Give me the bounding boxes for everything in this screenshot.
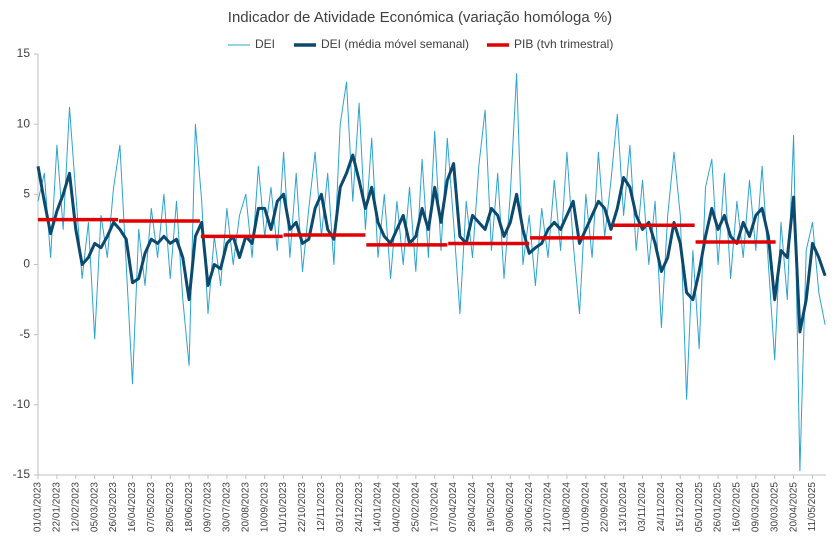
x-tick-label: 16/02/2025 [732, 482, 743, 532]
x-tick-label: 19/05/2024 [486, 482, 497, 532]
x-tick-label: 25/02/2024 [410, 482, 421, 532]
chart-title: Indicador de Atividade Económica (variaç… [228, 9, 612, 26]
y-tick-label: 5 [23, 187, 30, 201]
x-tick-label: 11/08/2024 [562, 482, 573, 532]
x-tick-label: 01/10/2023 [278, 482, 289, 532]
x-tick-label: 22/10/2023 [297, 482, 308, 532]
x-tick-label: 18/06/2023 [184, 482, 195, 532]
x-tick-label: 28/04/2024 [467, 482, 478, 532]
x-tick-label: 24/11/2024 [656, 482, 667, 532]
x-tick-label: 03/12/2023 [335, 482, 346, 532]
x-tick-label: 26/03/2023 [108, 482, 119, 532]
x-tick-label: 07/04/2024 [448, 482, 459, 532]
x-tick-label: 10/09/2023 [259, 482, 270, 532]
x-tick-label: 30/06/2024 [524, 482, 535, 532]
series-line [36, 153, 827, 334]
x-tick-label: 22/09/2024 [599, 482, 610, 532]
x-tick-label: 05/03/2023 [89, 482, 100, 532]
y-tick-label: -5 [19, 327, 30, 341]
y-tick-label: -10 [13, 397, 31, 411]
x-tick-label: 30/07/2023 [222, 482, 233, 532]
x-tick-label: 09/03/2025 [750, 482, 761, 532]
x-tick-label: 03/11/2024 [637, 482, 648, 532]
legend-label: DEI [255, 37, 275, 51]
x-tick-label: 05/01/2025 [694, 482, 705, 532]
x-tick-label: 09/07/2023 [203, 482, 214, 532]
y-tick-label: 10 [17, 116, 31, 130]
x-tick-label: 01/01/2023 [33, 482, 44, 532]
x-tick-label: 13/10/2024 [618, 482, 629, 532]
x-tick-label: 04/02/2024 [392, 482, 403, 532]
x-tick-label: 22/01/2023 [52, 482, 63, 532]
y-tick-label: -15 [13, 467, 31, 481]
x-tick-label: 20/04/2025 [788, 482, 799, 532]
x-tick-label: 21/07/2024 [543, 482, 554, 532]
x-tick-label: 15/12/2024 [675, 482, 686, 532]
x-tick-label: 17/03/2024 [429, 482, 440, 532]
x-tick-label: 16/04/2023 [127, 482, 138, 532]
series-line [37, 73, 826, 472]
x-tick-label: 24/12/2023 [354, 482, 365, 532]
x-tick-label: 20/08/2023 [240, 482, 251, 532]
x-tick-label: 12/11/2023 [316, 482, 327, 532]
y-tick-label: 0 [23, 257, 30, 271]
x-tick-label: 11/05/2025 [807, 482, 818, 532]
x-tick-label: 01/09/2024 [580, 482, 591, 532]
x-tick-label: 12/02/2023 [70, 482, 81, 532]
legend-label: PIB (tvh trimestral) [514, 37, 613, 51]
y-tick-label: 15 [17, 46, 31, 60]
x-tick-label: 28/05/2023 [165, 482, 176, 532]
x-tick-label: 30/03/2025 [769, 482, 780, 532]
x-tick-label: 26/01/2025 [713, 482, 724, 532]
x-tick-label: 07/05/2023 [146, 482, 157, 532]
legend-label: DEI (média móvel semanal) [321, 37, 469, 51]
x-tick-label: 14/01/2024 [373, 482, 384, 532]
legend: DEI DEI (média móvel semanal) PIB (tvh tri… [228, 37, 613, 51]
x-tick-label: 09/06/2024 [505, 482, 516, 532]
